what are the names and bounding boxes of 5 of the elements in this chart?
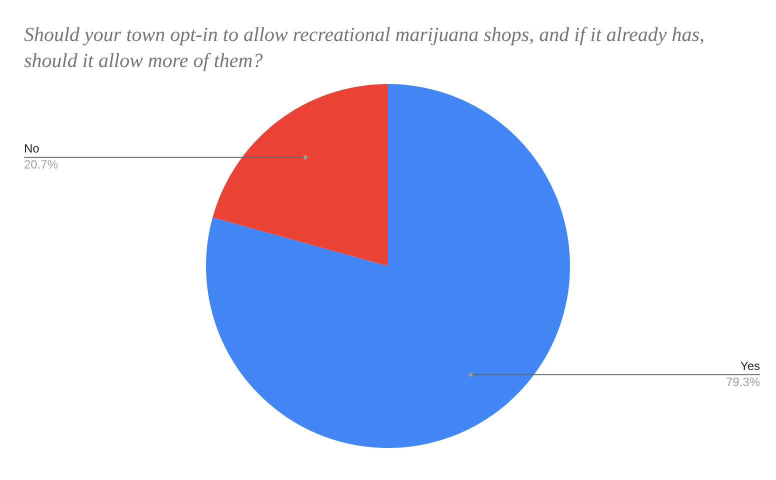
slice-label: No xyxy=(24,142,40,156)
data-label: 79.3% xyxy=(726,374,760,389)
chart-title: Should your town opt-in to allow recreational marijuana shops, and if it already has, should it allow more of them? xyxy=(23,23,706,74)
slice-label: Yes xyxy=(740,358,760,373)
data-label: 20.7% xyxy=(24,158,58,172)
